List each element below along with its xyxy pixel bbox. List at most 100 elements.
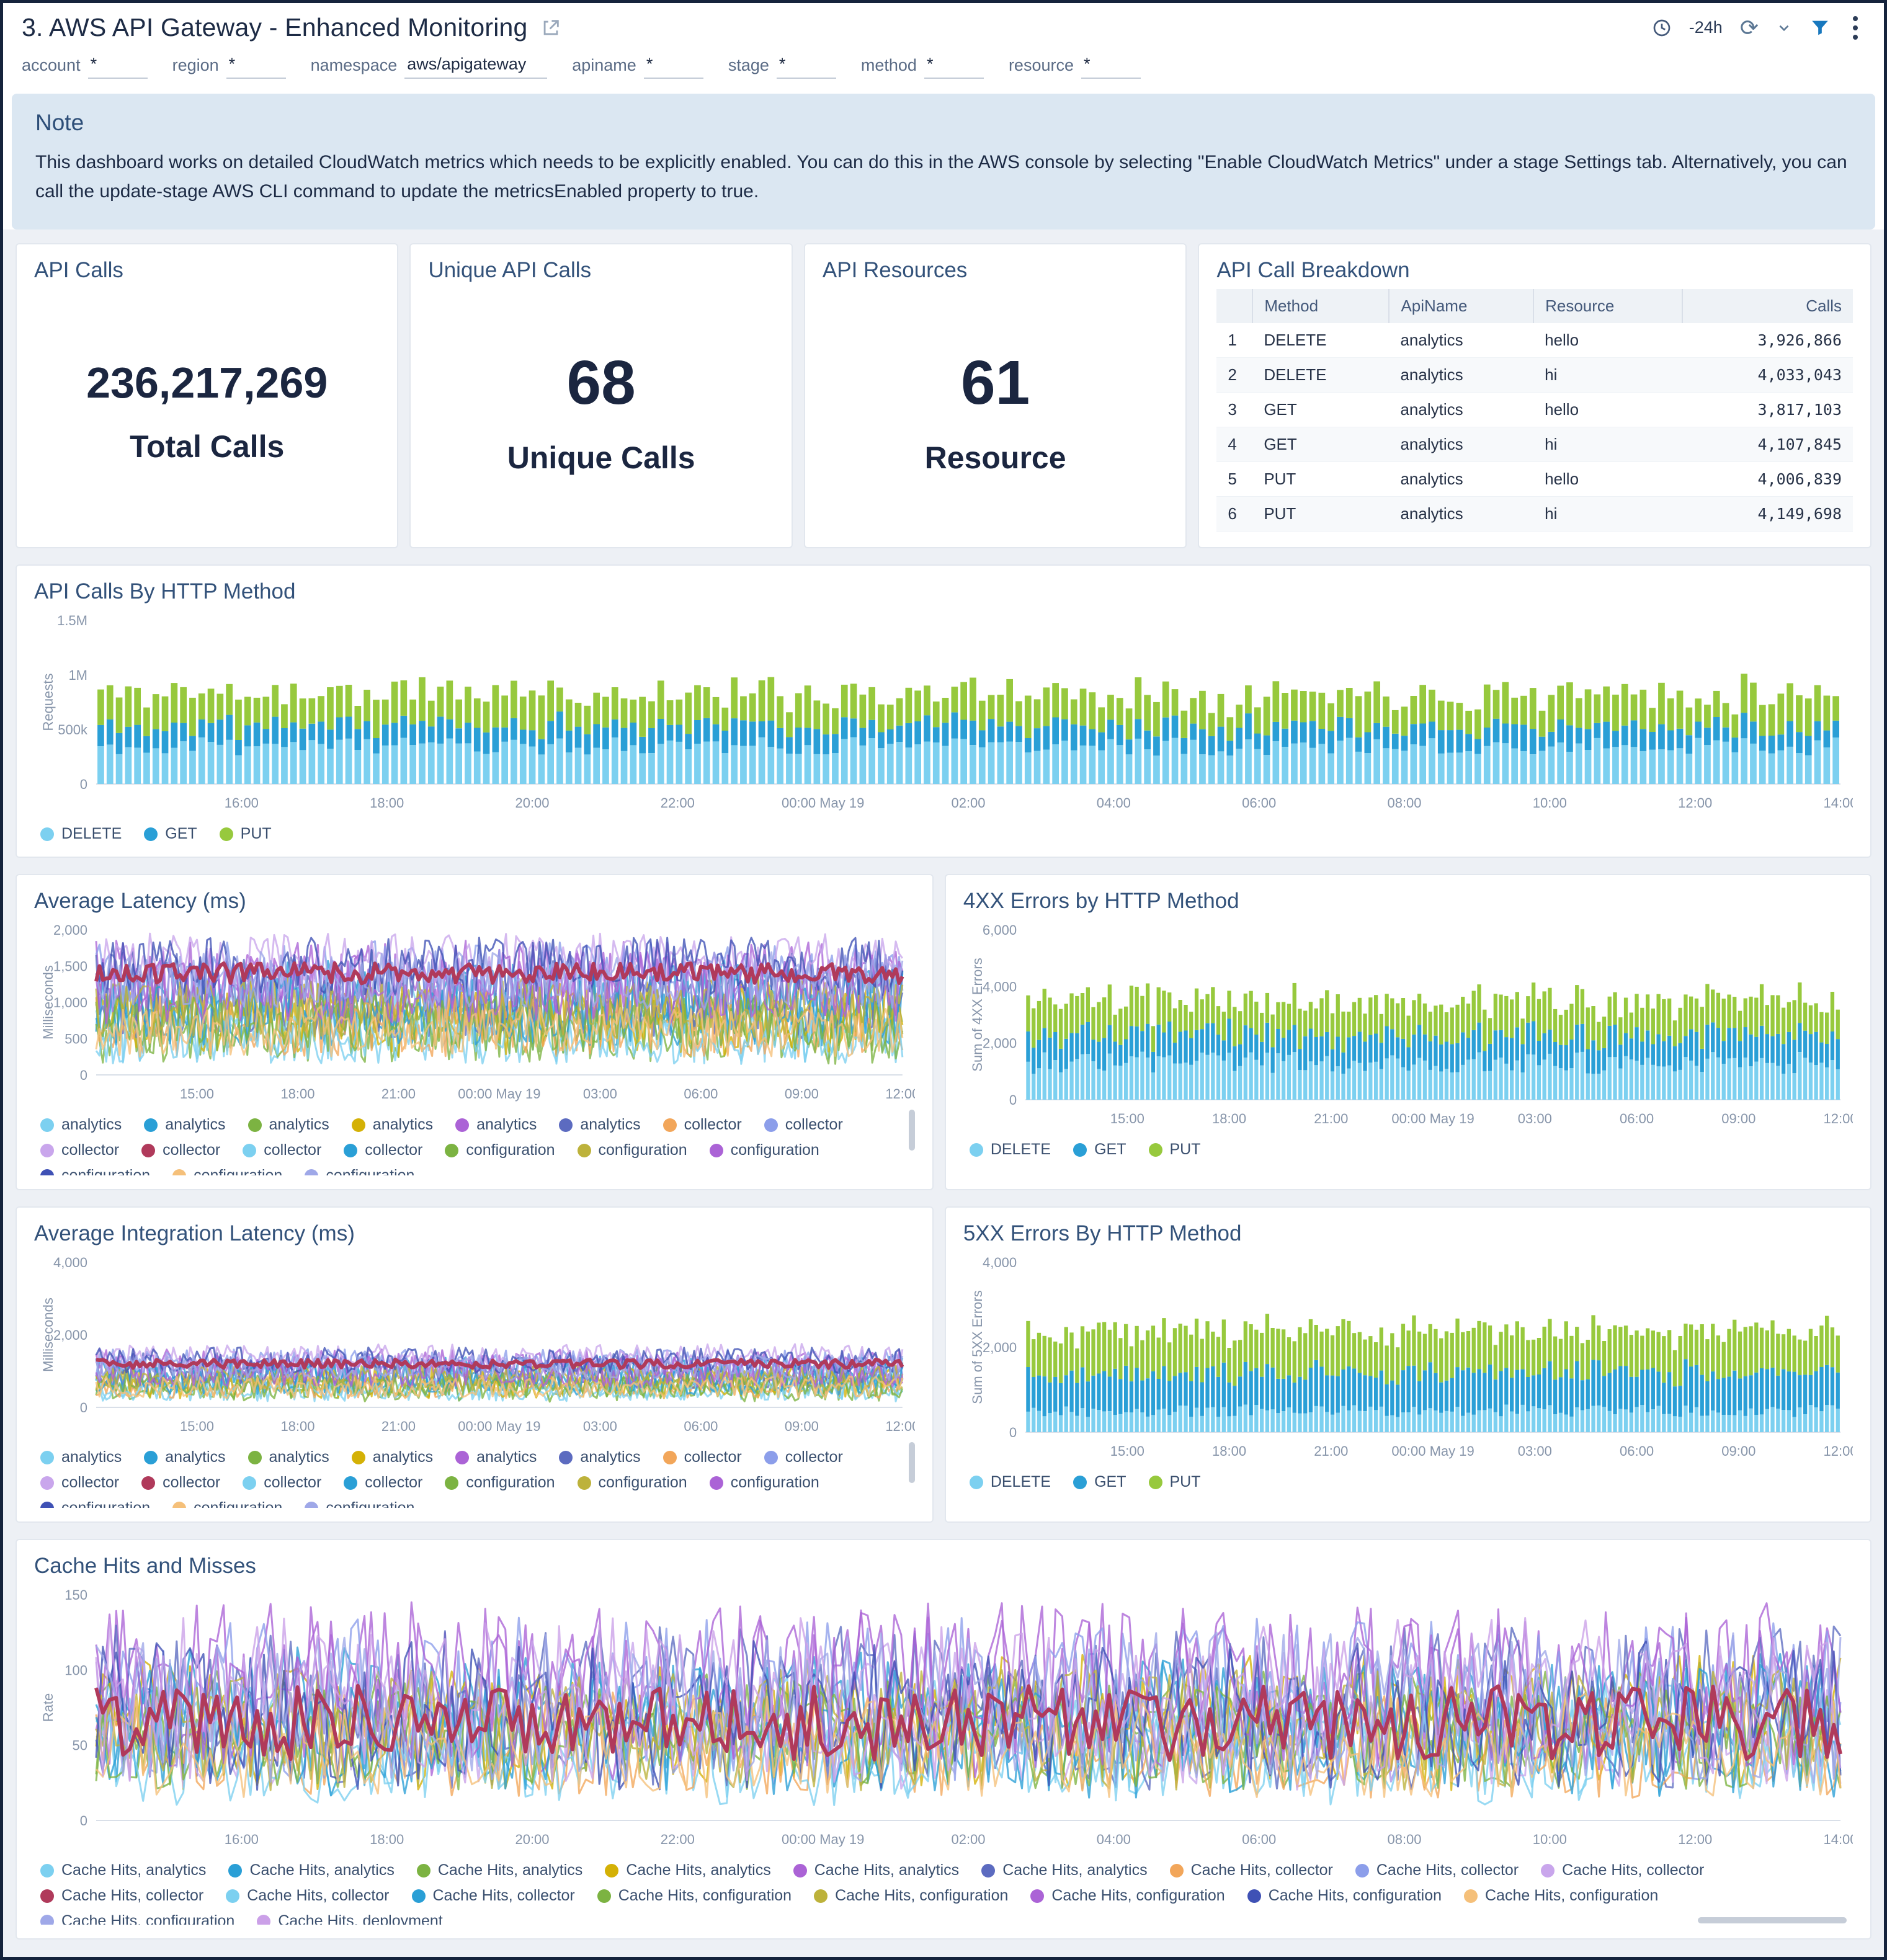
legend-item[interactable]: configuration xyxy=(305,1499,414,1508)
legend-item[interactable]: Cache Hits, configuration xyxy=(40,1912,234,1925)
legend-item[interactable]: configuration xyxy=(577,1474,687,1492)
legend-item[interactable]: Cache Hits, configuration xyxy=(1030,1887,1225,1905)
filter-value-stage[interactable]: * xyxy=(776,55,836,79)
legend-item[interactable]: Cache Hits, collector xyxy=(411,1887,575,1905)
errors-4xx-legend: DELETE GET PUT xyxy=(963,1131,1853,1159)
legend-item[interactable]: analytics xyxy=(455,1448,537,1466)
legend-item[interactable]: analytics xyxy=(40,1448,122,1466)
kebab-menu-icon[interactable] xyxy=(1848,14,1863,42)
legend-item[interactable]: collector xyxy=(243,1141,321,1159)
legend-item[interactable]: GET xyxy=(144,825,197,843)
legend-item[interactable]: analytics xyxy=(248,1116,329,1134)
legend-item[interactable]: analytics xyxy=(144,1116,226,1134)
legend-label: Cache Hits, collector xyxy=(432,1887,575,1904)
legend-item[interactable]: analytics xyxy=(248,1448,329,1466)
avg-latency-chart[interactable]: 0 500 1,000 1,500 2,000 15:00 18:00 21:00 00:00 … xyxy=(34,920,919,1106)
legend-item[interactable]: collector xyxy=(344,1474,422,1492)
panel-5xx-errors: 5XX Errors By HTTP Method 0 2,000 4,000 15:… xyxy=(944,1206,1871,1523)
filter-value-method[interactable]: * xyxy=(924,55,984,79)
cache-hits-misses-svg: 0 50 100 150 16:00 18:00 20:00 22:00 00:00 May 1… xyxy=(40,1587,1858,1847)
legend-item[interactable]: collector xyxy=(141,1474,220,1492)
legend-item[interactable]: configuration xyxy=(577,1141,687,1159)
legend-item[interactable]: Cache Hits, configuration xyxy=(1247,1887,1442,1905)
panel-title: API Call Breakdown xyxy=(1216,258,1410,282)
legend-item[interactable]: PUT xyxy=(1148,1473,1201,1491)
legend-item[interactable]: collector xyxy=(243,1474,321,1492)
legend-item[interactable]: DELETE xyxy=(969,1141,1051,1159)
legend-item[interactable]: collector xyxy=(764,1116,843,1134)
svg-text:21:00: 21:00 xyxy=(1314,1443,1348,1459)
filter-value-apiname[interactable]: * xyxy=(643,55,703,79)
legend-item[interactable]: PUT xyxy=(219,825,272,843)
legend-label: Cache Hits, configuration xyxy=(835,1887,1009,1904)
legend-item[interactable]: configuration xyxy=(709,1474,819,1492)
legend-item[interactable]: Cache Hits, configuration xyxy=(597,1887,792,1905)
legend-item[interactable]: Cache Hits, collector xyxy=(40,1887,203,1905)
legend-item[interactable]: DELETE xyxy=(40,825,122,843)
svg-text:2,000: 2,000 xyxy=(983,1340,1017,1355)
legend-item[interactable]: collector xyxy=(344,1141,422,1159)
time-range[interactable]: -24h xyxy=(1688,18,1723,37)
filter-value-namespace[interactable]: aws/apigateway xyxy=(404,55,548,79)
legend-item[interactable]: Cache Hits, collector xyxy=(1169,1861,1333,1879)
legend-item[interactable]: Cache Hits, collector xyxy=(226,1887,390,1905)
legend-item[interactable]: configuration xyxy=(172,1167,282,1175)
legend-item[interactable]: collector xyxy=(40,1141,119,1159)
filter-icon[interactable] xyxy=(1809,17,1831,38)
legend-label: analytics xyxy=(61,1448,122,1466)
share-icon[interactable] xyxy=(540,17,561,38)
legend-item[interactable]: collector xyxy=(141,1141,220,1159)
legend-item[interactable]: GET xyxy=(1073,1473,1126,1491)
cache-hits-misses-chart[interactable]: 0 50 100 150 16:00 18:00 20:00 22:00 00:00 May 1… xyxy=(34,1585,1858,1851)
api-calls-by-method-chart[interactable]: 0 500k 1M 1.5M 16:00 18:00 20:00 22:00 00:00 May… xyxy=(34,610,1858,815)
legend-item[interactable]: collector xyxy=(662,1448,742,1466)
legend-item[interactable]: analytics xyxy=(351,1116,433,1134)
legend-item[interactable]: Cache Hits, analytics xyxy=(228,1861,395,1879)
clock-icon[interactable] xyxy=(1652,18,1672,38)
legend-scrollbar-horizontal[interactable] xyxy=(1698,1917,1847,1923)
errors-4xx-chart[interactable]: 0 2,000 4,000 6,000 15:00 18:00 21:00 00:00 May… xyxy=(963,920,1858,1131)
legend-item[interactable]: configuration xyxy=(445,1141,555,1159)
legend-item[interactable]: Cache Hits, analytics xyxy=(40,1861,206,1879)
legend-item[interactable]: GET xyxy=(1073,1141,1126,1159)
legend-item[interactable]: analytics xyxy=(455,1116,537,1134)
filter-value-resource[interactable]: * xyxy=(1081,55,1141,79)
legend-item[interactable]: Cache Hits, analytics xyxy=(981,1861,1148,1879)
legend-item[interactable]: configuration xyxy=(40,1167,150,1175)
legend-item[interactable]: configuration xyxy=(172,1499,282,1508)
legend-item[interactable]: analytics xyxy=(559,1116,641,1134)
legend-item[interactable]: DELETE xyxy=(969,1473,1051,1491)
legend-item[interactable]: Cache Hits, configuration xyxy=(814,1887,1008,1905)
legend-item[interactable]: configuration xyxy=(709,1141,819,1159)
legend-item[interactable]: analytics xyxy=(559,1448,641,1466)
legend-item[interactable]: Cache Hits, deployment xyxy=(257,1912,443,1925)
errors-5xx-chart[interactable]: 0 2,000 4,000 15:00 18:00 21:00 00:00 May 19 03… xyxy=(963,1252,1858,1463)
svg-text:0: 0 xyxy=(80,1400,87,1415)
chevron-down-icon[interactable] xyxy=(1776,20,1792,36)
legend-item[interactable]: Cache Hits, analytics xyxy=(605,1861,771,1879)
legend-item[interactable]: configuration xyxy=(445,1474,555,1492)
legend-item[interactable]: configuration xyxy=(305,1167,414,1175)
filter-value-account[interactable]: * xyxy=(87,55,148,79)
legend-scrollbar[interactable] xyxy=(908,1110,915,1151)
legend-item[interactable]: Cache Hits, analytics xyxy=(416,1861,582,1879)
legend-item[interactable]: analytics xyxy=(351,1448,433,1466)
legend-item[interactable]: collector xyxy=(40,1474,119,1492)
legend-item[interactable]: Cache Hits, configuration xyxy=(1464,1887,1658,1905)
legend-item[interactable]: analytics xyxy=(40,1116,122,1134)
legend-item[interactable]: PUT xyxy=(1148,1141,1201,1159)
legend-item[interactable]: collector xyxy=(764,1448,843,1466)
filter-value-region[interactable]: * xyxy=(226,55,286,79)
avg-integration-latency-chart[interactable]: 0 2,000 4,000 15:00 18:00 21:00 00:00 May 19 03… xyxy=(34,1252,919,1438)
legend-scrollbar[interactable] xyxy=(908,1442,915,1483)
filter-label: region xyxy=(172,56,219,74)
legend-dot xyxy=(597,1889,611,1903)
legend-item[interactable]: configuration xyxy=(40,1499,150,1508)
legend-item[interactable]: analytics xyxy=(144,1448,226,1466)
svg-text:02:00: 02:00 xyxy=(951,795,985,811)
legend-item[interactable]: Cache Hits, analytics xyxy=(793,1861,959,1879)
legend-item[interactable]: Cache Hits, collector xyxy=(1355,1861,1519,1879)
refresh-icon[interactable]: ⟳ xyxy=(1739,14,1759,40)
legend-item[interactable]: Cache Hits, collector xyxy=(1541,1861,1704,1879)
legend-item[interactable]: collector xyxy=(662,1116,742,1134)
